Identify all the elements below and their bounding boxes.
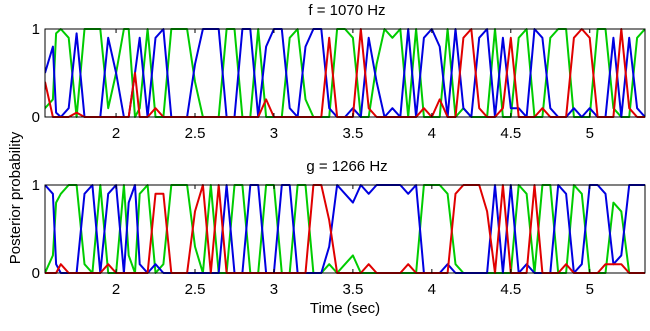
y-tick-label: 1 (32, 21, 40, 38)
y-tick-label: 1 (32, 177, 40, 194)
panel-bottom: g = 1266 Hz 2 2.5 3 3.5 4 4.5 5 0 1 (32, 158, 646, 298)
x-tick-label: 3 (270, 281, 278, 298)
panel-top: f = 1070 Hz 2 2.5 3 3.5 4 4.5 5 0 1 (32, 2, 646, 142)
series-group (45, 28, 645, 118)
x-tick-label: 4 (428, 125, 436, 142)
plot-frame (44, 184, 646, 274)
x-tick-label: 4.5 (500, 281, 521, 298)
x-tick-label: 3 (270, 125, 278, 142)
x-tick-label: 3.5 (342, 281, 363, 298)
x-tick-label: 3.5 (342, 125, 363, 142)
plot-frame (44, 28, 646, 118)
y-tick-label: 0 (32, 265, 40, 282)
x-axis-label: Time (sec) (310, 300, 380, 317)
panel-title-bottom: g = 1266 Hz (306, 158, 387, 175)
x-tick-label: 2 (112, 281, 120, 298)
x-tick-label: 5 (586, 281, 594, 298)
x-tick-label: 2.5 (185, 125, 206, 142)
series-group (45, 184, 645, 274)
x-tick-label: 4.5 (500, 125, 521, 142)
x-tick-label: 2.5 (185, 281, 206, 298)
x-tick-label: 5 (586, 125, 594, 142)
y-axis-label: Posterior probability (7, 131, 24, 264)
y-tick-label: 0 (32, 109, 40, 126)
x-tick-label: 4 (428, 281, 436, 298)
panel-title-top: f = 1070 Hz (308, 2, 385, 19)
x-tick-label: 2 (112, 125, 120, 142)
